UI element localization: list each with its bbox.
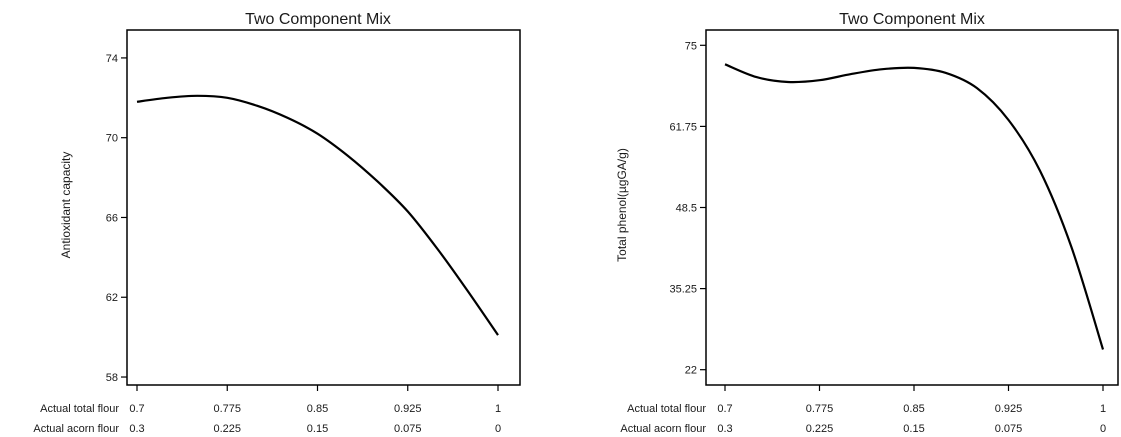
x-tick-label-total: 0.85 [307, 403, 328, 415]
plot-frame [126, 29, 521, 386]
y-axis-label: Antioxidant capacity [59, 152, 73, 259]
x-row-label-total-flour: Actual total flour [627, 403, 706, 415]
x-tick-label-acorn: 0.225 [806, 423, 834, 435]
x-tick-label-acorn: 0.225 [213, 423, 241, 435]
x-tick-label-acorn: 0.075 [995, 423, 1023, 435]
x-row-label-acorn-flour: Actual acorn flour [620, 423, 706, 435]
x-tick-label-total: 0.7 [129, 403, 144, 415]
y-tick-label: 66 [106, 212, 118, 224]
y-tick-label: 35.25 [669, 284, 697, 296]
total-phenol-chart: Two Component Mix Total phenol(µgGA/g) 7… [615, 11, 1119, 435]
y-tick-label: 61.75 [669, 121, 697, 133]
x-tick-label-total: 0.85 [903, 403, 924, 415]
x-row-label-total-flour: Actual total flour [40, 403, 119, 415]
x-tick-label-acorn: 0.15 [903, 423, 924, 435]
y-tick-label: 58 [106, 372, 118, 384]
y-ticks: 74 70 66 62 58 [106, 53, 127, 384]
series-line [724, 63, 1105, 350]
x-row-label-acorn-flour: Actual acorn flour [33, 423, 119, 435]
series-line [136, 94, 499, 336]
chart-title: Two Component Mix [839, 11, 985, 28]
y-tick-label: 70 [106, 133, 118, 145]
x-tick-label-total: 0.775 [806, 403, 834, 415]
y-axis-label: Total phenol(µgGA/g) [615, 148, 629, 262]
x-tick-label-acorn: 0.15 [307, 423, 328, 435]
x-ticks: 0.7 0.3 0.775 0.225 0.85 0.15 0.925 0.075 1 0 [129, 385, 501, 435]
x-tick-label-acorn: 0.3 [717, 423, 732, 435]
y-tick-label: 48.5 [676, 203, 697, 215]
antioxidant-chart: Two Component Mix Antioxidant capacity 7… [33, 11, 521, 435]
x-tick-label-total: 0.7 [717, 403, 732, 415]
x-tick-label-total: 1 [1100, 403, 1106, 415]
y-tick-label: 62 [106, 292, 118, 304]
x-tick-label-acorn: 0.3 [129, 423, 144, 435]
x-tick-label-acorn: 0 [1100, 423, 1106, 435]
y-tick-label: 74 [106, 53, 118, 65]
x-tick-label-acorn: 0.075 [394, 423, 422, 435]
x-tick-label-total: 0.775 [213, 403, 241, 415]
x-tick-label-total: 0.925 [394, 403, 422, 415]
x-tick-label-total: 1 [495, 403, 501, 415]
y-ticks: 75 61.75 48.5 35.25 22 [669, 40, 706, 377]
y-tick-label: 22 [685, 365, 697, 377]
x-tick-label-total: 0.925 [995, 403, 1023, 415]
x-ticks: 0.7 0.3 0.775 0.225 0.85 0.15 0.925 0.075 1 0 [717, 385, 1106, 435]
x-tick-label-acorn: 0 [495, 423, 501, 435]
y-tick-label: 75 [685, 40, 697, 52]
chart-title: Two Component Mix [245, 11, 391, 28]
